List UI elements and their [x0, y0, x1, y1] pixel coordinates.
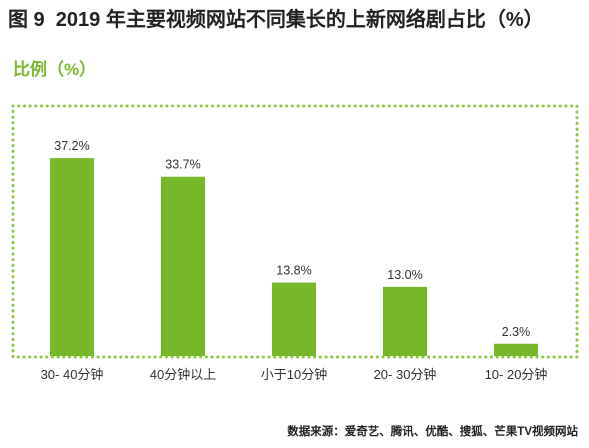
x-tick-labels-group: 30- 40分钟 40分钟以上 小于10分钟 20- 30分钟 10- 20分钟 — [41, 367, 548, 382]
data-label-4: 2.3% — [502, 325, 531, 339]
chart-title: 图 9 2019 年主要视频网站不同集长的上新网络剧占比（%） — [8, 9, 544, 31]
data-label-1: 33.7% — [165, 158, 200, 172]
bar-3 — [383, 286, 427, 356]
bar-1 — [161, 176, 205, 356]
y-axis-label: 比例（%） — [13, 60, 97, 79]
data-label-3: 13.0% — [387, 268, 422, 282]
bars-group — [50, 158, 538, 356]
bar-2 — [272, 282, 316, 356]
tick-label-3: 20- 30分钟 — [374, 367, 437, 382]
data-labels-group: 37.2% 33.7% 13.8% 13.0% 2.3% — [54, 139, 530, 339]
tick-label-2: 小于10分钟 — [261, 367, 327, 382]
bar-0 — [50, 158, 94, 356]
tick-label-4: 10- 20分钟 — [485, 367, 548, 382]
tick-label-0: 30- 40分钟 — [41, 367, 104, 382]
source-note: 数据来源：爱奇艺、腾讯、优酷、搜狐、芒果TV视频网站 — [287, 426, 578, 438]
plot-border — [11, 104, 579, 359]
data-label-2: 13.8% — [276, 264, 311, 278]
tick-label-1: 40分钟以上 — [150, 367, 216, 382]
data-label-0: 37.2% — [54, 139, 89, 153]
bar-4 — [494, 343, 538, 356]
